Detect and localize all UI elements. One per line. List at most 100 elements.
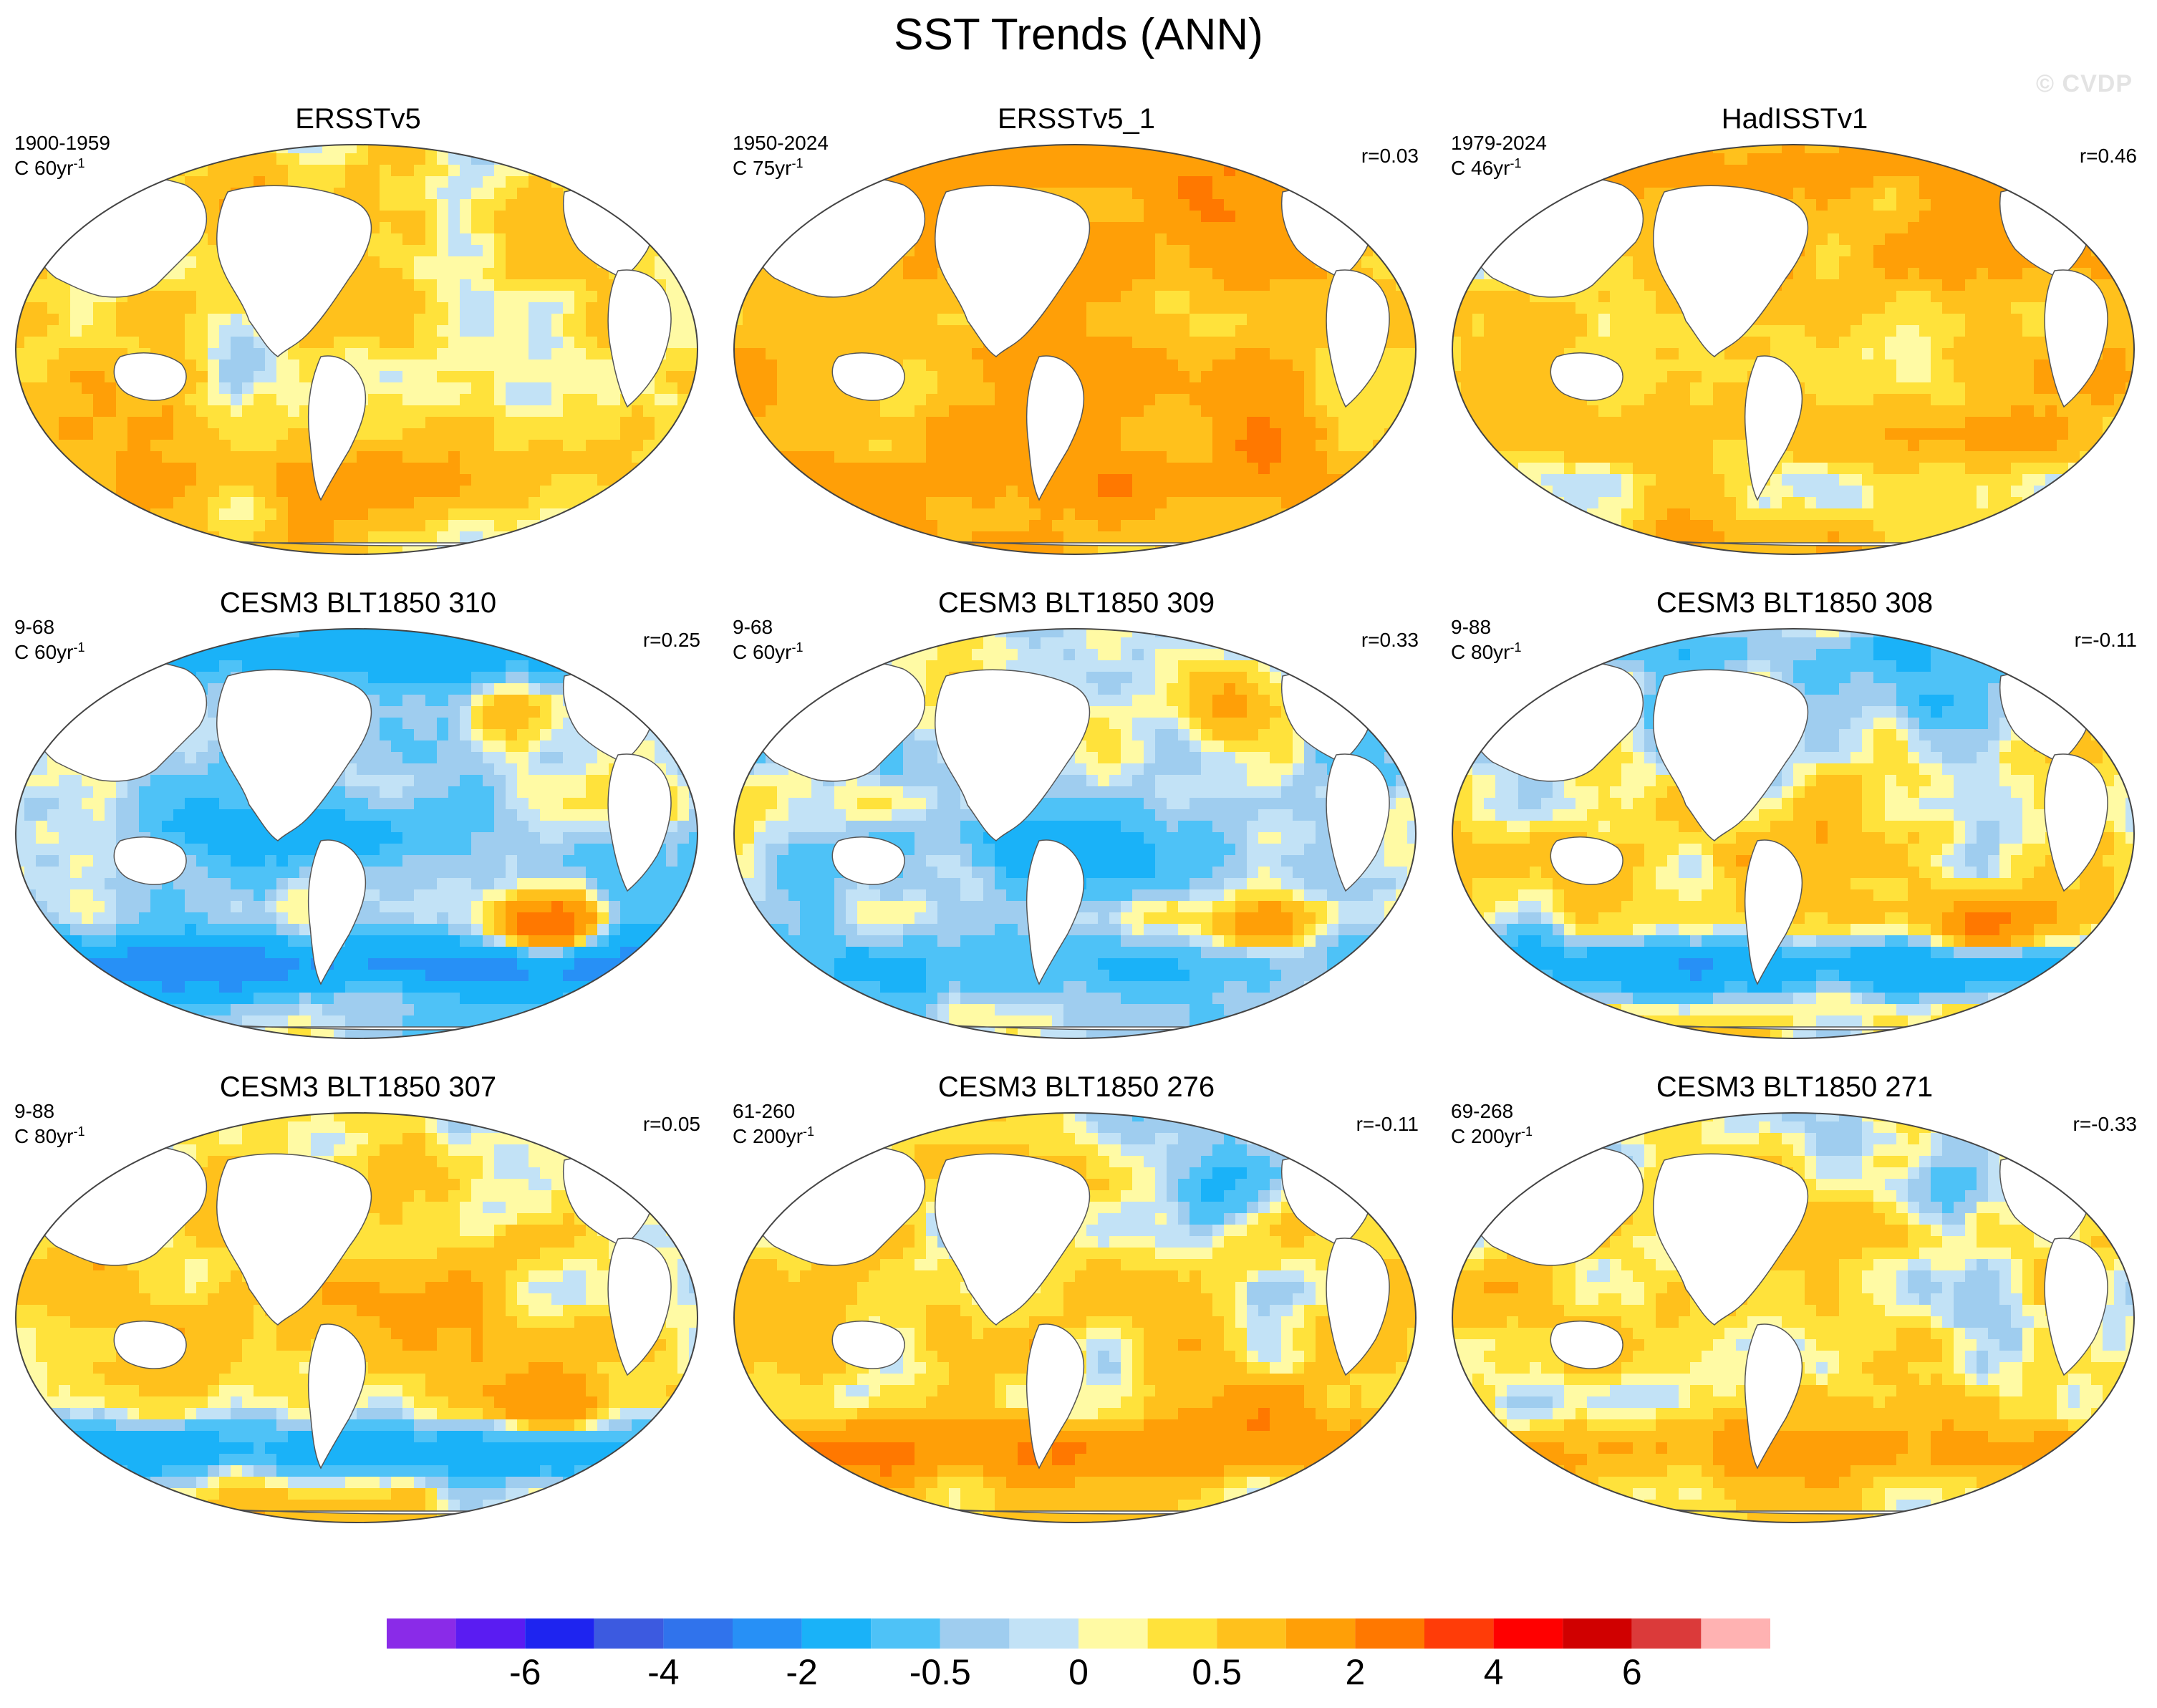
trend-units-exponent: -1 — [791, 156, 803, 170]
land-mask — [113, 1321, 187, 1369]
map-panel: CESM3 BLT1850 271 69-268 C 200yr-1 r=-0.33 — [1437, 1073, 2153, 1560]
panel-title: CESM3 BLT1850 271 — [1437, 1073, 2153, 1101]
trend-units-text: C 80yr — [1451, 641, 1510, 663]
trend-units-exponent: -1 — [791, 640, 803, 655]
land-mask — [2044, 269, 2108, 408]
trend-units-label: C 60yr-1 — [733, 640, 803, 664]
trend-units-text: C 60yr — [14, 641, 73, 663]
trend-units-label: C 200yr-1 — [733, 1124, 814, 1148]
colorbar-swatch — [1009, 1618, 1078, 1649]
map-panel: CESM3 BLT1850 276 61-260 C 200yr-1 r=-0.11 — [718, 1073, 1434, 1560]
world-sst-map — [1452, 628, 2135, 1039]
trend-units-exponent: -1 — [1510, 640, 1521, 655]
world-sst-map — [1452, 144, 2135, 555]
map-frame — [733, 1112, 1417, 1523]
land-mask — [607, 269, 672, 408]
colorbar-swatch — [1078, 1618, 1148, 1649]
period-label: 61-260 — [733, 1100, 795, 1123]
land-mask — [1326, 269, 1390, 408]
land-mask — [935, 1153, 1091, 1326]
land-mask — [216, 185, 372, 357]
map-panel: HadISSTv1 1979-2024 C 46yr-1 r=0.46 — [1437, 105, 2153, 592]
land-mask — [1550, 1321, 1623, 1369]
world-sst-map — [1452, 1112, 2135, 1523]
land-mask — [113, 836, 187, 885]
land-mask — [935, 669, 1091, 841]
trend-units-text: C 60yr — [14, 157, 73, 179]
land-mask — [607, 1237, 672, 1376]
trend-units-text: C 60yr — [733, 641, 791, 663]
trend-units-exponent: -1 — [1521, 1124, 1533, 1139]
panel-title: CESM3 BLT1850 307 — [0, 1073, 716, 1101]
land-mask — [1550, 836, 1623, 885]
colorbar-tick-label: 0.5 — [1192, 1654, 1242, 1690]
land-mask — [1744, 839, 1803, 985]
map-frame — [15, 144, 698, 555]
colorbar-swatch — [594, 1618, 664, 1649]
colorbar-swatch — [1424, 1618, 1494, 1649]
map-panel: CESM3 BLT1850 309 9-68 C 60yr-1 r=0.33 — [718, 589, 1434, 1076]
colorbar-swatch — [1493, 1618, 1563, 1649]
land-mask — [216, 1153, 372, 1326]
world-sst-map — [15, 144, 698, 555]
panel-title: CESM3 BLT1850 276 — [718, 1073, 1434, 1101]
map-frame — [733, 144, 1417, 555]
land-mask — [1744, 355, 1803, 501]
land-mask — [1744, 1323, 1803, 1470]
colorbar-swatch — [733, 1618, 802, 1649]
map-frame — [1452, 628, 2135, 1039]
pattern-correlation: r=-0.11 — [2075, 629, 2137, 652]
trend-units-text: C 46yr — [1451, 157, 1510, 179]
colorbar-swatch — [1631, 1618, 1702, 1649]
land-mask — [2044, 1237, 2108, 1376]
land-mask — [307, 355, 367, 501]
pattern-correlation: r=0.05 — [643, 1113, 700, 1136]
trend-units-exponent: -1 — [73, 156, 85, 170]
period-label: 1950-2024 — [733, 132, 829, 155]
colorbar-tick-label: 6 — [1622, 1654, 1642, 1690]
land-mask — [2044, 753, 2108, 892]
land-mask — [307, 839, 367, 985]
colorbar-swatch — [525, 1618, 594, 1649]
trend-units-label: C 80yr-1 — [1451, 640, 1521, 664]
land-mask — [1326, 1237, 1390, 1376]
colorbar-swatch — [871, 1618, 940, 1649]
colorbar-tick-label: 4 — [1484, 1654, 1504, 1690]
period-label: 9-88 — [1451, 616, 1491, 639]
sst-trend-field — [16, 1113, 698, 1523]
land-mask — [831, 1321, 905, 1369]
pattern-correlation: r=0.46 — [2080, 145, 2137, 168]
colorbar-tick-label: 2 — [1345, 1654, 1365, 1690]
trend-units-text: C 200yr — [1451, 1125, 1521, 1147]
world-sst-map — [733, 1112, 1417, 1523]
colorbar-swatch — [1355, 1618, 1424, 1649]
land-mask — [935, 185, 1091, 357]
pattern-correlation: r=0.33 — [1361, 629, 1419, 652]
world-sst-map — [733, 628, 1417, 1039]
sst-trend-field — [1452, 145, 2134, 554]
trend-units-label: C 200yr-1 — [1451, 1124, 1533, 1148]
land-mask — [307, 1323, 367, 1470]
panel-title: CESM3 BLT1850 308 — [1437, 589, 2153, 617]
trend-units-label: C 46yr-1 — [1451, 156, 1521, 180]
colorbar-swatch — [1701, 1618, 1770, 1649]
panel-title: ERSSTv5 — [0, 105, 716, 133]
map-frame — [1452, 1112, 2135, 1523]
colorbar-swatch — [1147, 1618, 1217, 1649]
world-sst-map — [733, 144, 1417, 555]
map-frame — [733, 628, 1417, 1039]
land-mask — [1026, 839, 1085, 985]
trend-units-exponent: -1 — [73, 1124, 85, 1139]
period-label: 9-68 — [14, 616, 54, 639]
colorbar-swatch — [663, 1618, 733, 1649]
land-mask — [1026, 355, 1085, 501]
land-mask — [1653, 185, 1809, 357]
panel-title: HadISSTv1 — [1437, 105, 2153, 133]
land-mask — [1026, 1323, 1085, 1470]
world-sst-map — [15, 628, 698, 1039]
period-label: 69-268 — [1451, 1100, 1513, 1123]
colorbar-swatch — [387, 1618, 456, 1649]
trend-units-text: C 80yr — [14, 1125, 73, 1147]
map-panel: CESM3 BLT1850 308 9-88 C 80yr-1 r=-0.11 — [1437, 589, 2153, 1076]
